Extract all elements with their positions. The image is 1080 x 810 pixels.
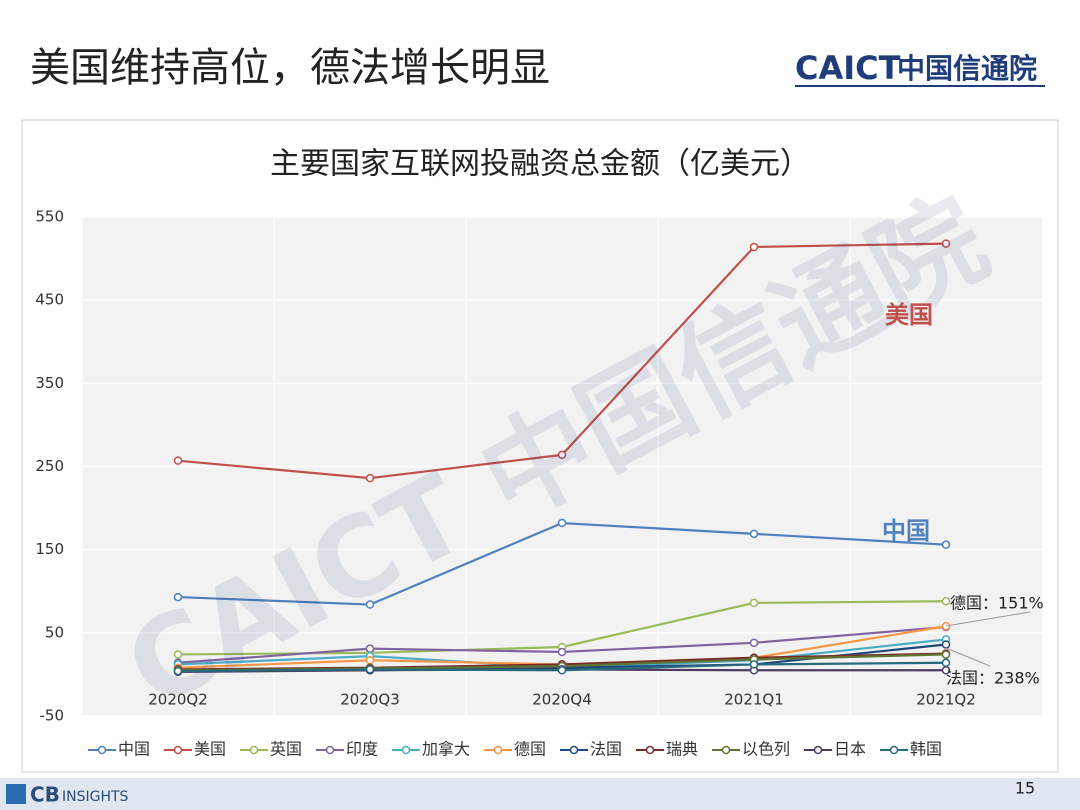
point	[173, 650, 183, 659]
point	[173, 456, 183, 465]
legend-marker	[813, 745, 823, 755]
point	[749, 660, 759, 669]
y-tick-label: 450	[35, 291, 64, 309]
point	[941, 658, 951, 668]
legend-label: 韩国	[910, 740, 942, 759]
point	[173, 666, 183, 676]
point	[557, 450, 567, 460]
legend-label: 瑞典	[666, 740, 698, 759]
y-tick-label: -50	[40, 707, 65, 725]
legend-marker	[325, 745, 335, 755]
y-tick-label: 50	[45, 623, 64, 641]
annotation: 中国	[882, 517, 930, 545]
leader-line	[945, 611, 1031, 627]
annotation: 法国：238%	[946, 669, 1040, 688]
point	[173, 592, 183, 602]
legend-label: 加拿大	[422, 740, 470, 759]
chart-title: 主要国家互联网投融资总金额（亿美元）	[270, 147, 810, 182]
point	[941, 596, 951, 606]
legend-marker	[889, 745, 899, 755]
x-tick-label: 2021Q2	[916, 691, 976, 709]
legend-marker	[645, 745, 655, 755]
chart-frame	[21, 119, 1059, 773]
x-tick-label: 2021Q1	[724, 691, 784, 709]
annotation: 德国：151%	[950, 594, 1044, 613]
footer-bar	[0, 778, 1080, 810]
legend-label: 英国	[270, 740, 302, 759]
legend-label: 印度	[346, 740, 378, 759]
point	[557, 647, 567, 657]
legend-marker	[721, 745, 731, 755]
point	[365, 656, 375, 665]
point	[557, 518, 567, 528]
legend-marker	[493, 745, 503, 755]
legend-marker	[97, 745, 107, 755]
y-tick-label: 550	[35, 208, 64, 226]
legend-label: 以色列	[742, 740, 790, 759]
point	[365, 665, 375, 674]
point	[941, 621, 951, 631]
x-tick-label: 2020Q4	[532, 691, 592, 709]
leader-line	[945, 647, 991, 667]
point	[749, 242, 759, 252]
legend-label: 美国	[194, 740, 226, 759]
point	[557, 666, 567, 675]
logo-cn: 中国信通院	[897, 52, 1037, 85]
page-number: 15	[1015, 779, 1035, 798]
legend-marker	[173, 745, 183, 755]
point	[941, 640, 951, 649]
point	[941, 239, 951, 248]
slide-title: 美国维持高位，德法增长明显	[30, 45, 550, 91]
point	[365, 473, 375, 483]
legend-label: 中国	[118, 740, 150, 759]
source-logo: INSIGHTS	[62, 789, 129, 805]
source-icon	[6, 784, 26, 804]
point	[365, 600, 375, 609]
logo-en: CAICT	[795, 49, 901, 87]
x-tick-label: 2020Q2	[148, 691, 208, 709]
point	[749, 529, 759, 539]
legend-marker	[569, 745, 579, 755]
legend-label: 日本	[834, 740, 866, 759]
legend-label: 德国	[514, 740, 546, 759]
point	[749, 638, 759, 648]
x-tick-label: 2020Q3	[340, 691, 400, 709]
point	[749, 598, 759, 608]
source-logo: CB	[30, 783, 60, 807]
y-tick-label: 150	[35, 540, 64, 558]
point	[365, 644, 375, 653]
y-tick-label: 250	[35, 457, 64, 475]
legend-label: 法国	[590, 740, 622, 759]
legend-marker	[401, 745, 411, 755]
annotation: 美国	[885, 301, 933, 329]
point	[941, 650, 951, 659]
y-tick-label: 350	[35, 374, 64, 392]
legend-marker	[249, 745, 259, 755]
point	[941, 540, 951, 549]
